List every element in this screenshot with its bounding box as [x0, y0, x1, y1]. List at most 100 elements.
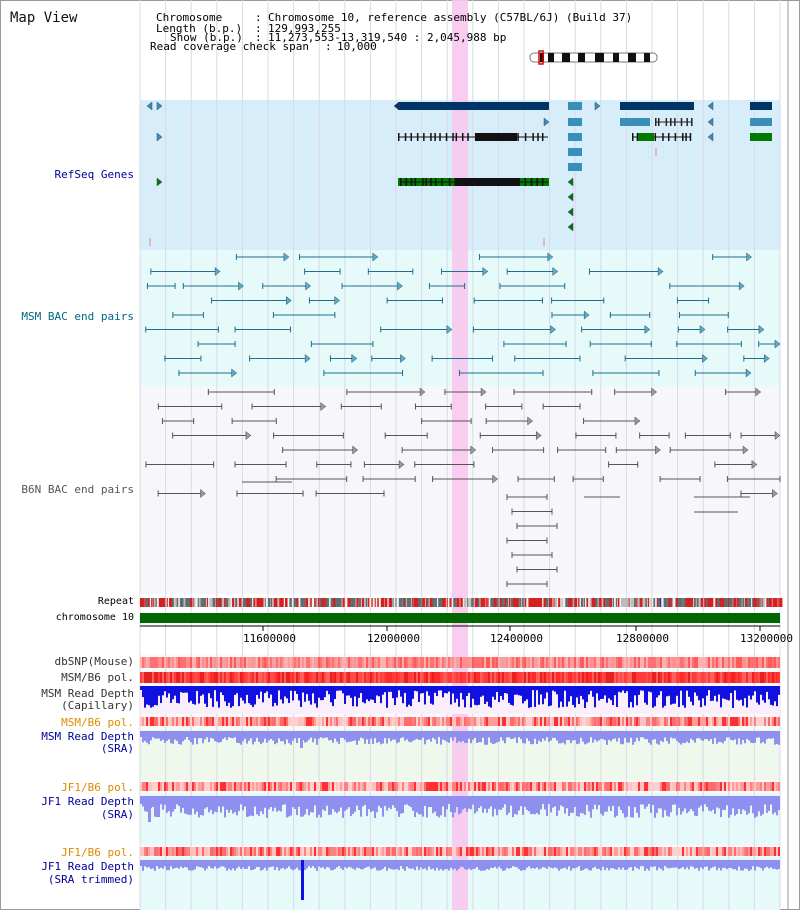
heatmap-cell: [164, 717, 166, 726]
read-depth-bar: [672, 860, 674, 868]
track-label-jf1-depth-trim[interactable]: JF1 Read Depth: [41, 860, 134, 873]
heatmap-cell: [504, 782, 506, 791]
heatmap-cell: [416, 657, 418, 668]
heatmap-cell: [750, 847, 752, 856]
heatmap-cell: [572, 672, 574, 683]
heatmap-cell: [776, 672, 778, 683]
track-label-msm-b6-pol-2[interactable]: MSM/B6 pol.: [61, 716, 134, 729]
track-label-dbsnp[interactable]: dbSNP(Mouse): [54, 655, 134, 668]
repeat-element: [612, 598, 614, 607]
gene-exon: [636, 133, 639, 141]
heatmap-cell: [290, 672, 292, 683]
read-depth-bar: [570, 731, 572, 744]
heatmap-cell: [724, 672, 726, 683]
repeat-element: [363, 598, 367, 607]
heatmap-cell: [530, 847, 532, 856]
heatmap-cell: [554, 782, 556, 791]
read-depth-bar: [444, 860, 446, 870]
heatmap-cell: [262, 782, 264, 791]
track-label-msm-bac[interactable]: MSM BAC end pairs: [21, 310, 134, 323]
read-depth-bar: [690, 731, 692, 739]
read-depth-bar: [216, 796, 218, 813]
repeat-element: [722, 598, 726, 607]
repeat-element: [429, 598, 433, 607]
repeat-element: [670, 598, 673, 607]
repeat-element: [561, 598, 563, 607]
read-depth-bar: [296, 686, 298, 694]
read-depth-bar: [578, 731, 580, 744]
track-label-jf1-b6-pol-2[interactable]: JF1/B6 pol.: [61, 846, 134, 859]
heatmap-cell: [160, 657, 162, 668]
heatmap-cell: [304, 717, 306, 726]
heatmap-cell: [144, 717, 146, 726]
repeat-element: [388, 598, 393, 607]
read-depth-bar: [758, 686, 760, 705]
read-depth-bar: [166, 686, 168, 698]
heatmap-cell: [466, 782, 468, 791]
heatmap-cell: [210, 672, 212, 683]
heatmap-cell: [144, 672, 146, 683]
read-depth-bar: [408, 731, 410, 742]
heatmap-cell: [244, 672, 246, 683]
heatmap-cell: [504, 717, 506, 726]
read-depth-bar: [242, 796, 244, 811]
heatmap-cell: [468, 657, 470, 668]
heatmap-cell: [680, 717, 682, 726]
heatmap-cell: [178, 717, 180, 726]
strand-arrow: [351, 353, 358, 364]
heatmap-cell: [540, 672, 542, 683]
read-depth-bar: [598, 796, 600, 806]
heatmap-cell: [238, 657, 240, 668]
read-depth-bar: [692, 686, 694, 706]
heatmap-cell: [142, 657, 144, 668]
read-depth-bar: [696, 796, 698, 816]
read-depth-bar: [308, 860, 310, 867]
heatmap-cell: [574, 847, 576, 856]
read-depth-bar: [392, 860, 394, 870]
heatmap-cell: [412, 782, 414, 791]
read-depth-bar: [422, 860, 424, 870]
heatmap-cell: [494, 782, 496, 791]
read-depth-bar: [666, 860, 668, 868]
read-depth-bar: [468, 731, 470, 739]
read-depth-bar: [694, 860, 696, 869]
heatmap-cell: [512, 847, 514, 856]
read-depth-bar: [228, 796, 230, 813]
heatmap-cell: [140, 672, 142, 683]
read-depth-bar: [592, 796, 594, 810]
heatmap-cell: [378, 717, 380, 726]
read-depth-bar: [670, 860, 672, 868]
track-label-jf1-b6-pol-1[interactable]: JF1/B6 pol.: [61, 781, 134, 794]
heatmap-cell: [532, 657, 534, 668]
read-depth-bar: [562, 860, 564, 869]
heatmap-cell: [436, 847, 438, 856]
repeat-element: [228, 598, 231, 607]
gene-exon: [439, 133, 441, 141]
heatmap-cell: [538, 672, 540, 683]
read-depth-bar: [442, 860, 444, 871]
repeat-element: [453, 598, 457, 607]
track-label-b6n-bac[interactable]: B6N BAC end pairs: [21, 483, 134, 496]
heatmap-cell: [226, 717, 228, 726]
read-depth-bar: [748, 731, 750, 741]
read-depth-bar: [620, 796, 622, 811]
heatmap-cell: [158, 782, 160, 791]
track-label-msm-depth-cap[interactable]: MSM Read Depth: [41, 687, 134, 700]
heatmap-cell: [540, 782, 542, 791]
repeat-element: [242, 598, 247, 607]
ideogram-band: [644, 53, 650, 62]
heatmap-cell: [250, 672, 252, 683]
track-label-repeat[interactable]: Repeat: [97, 596, 134, 607]
heatmap-cell: [436, 782, 438, 791]
heatmap-cell: [706, 717, 708, 726]
track-label-msm-depth-sra[interactable]: MSM Read Depth: [41, 730, 134, 743]
read-depth-bar: [230, 796, 232, 810]
track-label-chromosome[interactable]: chromosome 10: [55, 612, 134, 623]
track-label-refseq[interactable]: RefSeq Genes: [54, 168, 134, 181]
read-depth-bar: [726, 860, 728, 870]
heatmap-cell: [376, 717, 378, 726]
track-label-jf1-depth[interactable]: JF1 Read Depth: [41, 795, 134, 808]
track-label-msm-b6-pol-1[interactable]: MSM/B6 pol.: [61, 671, 134, 684]
heatmap-cell: [186, 672, 188, 683]
